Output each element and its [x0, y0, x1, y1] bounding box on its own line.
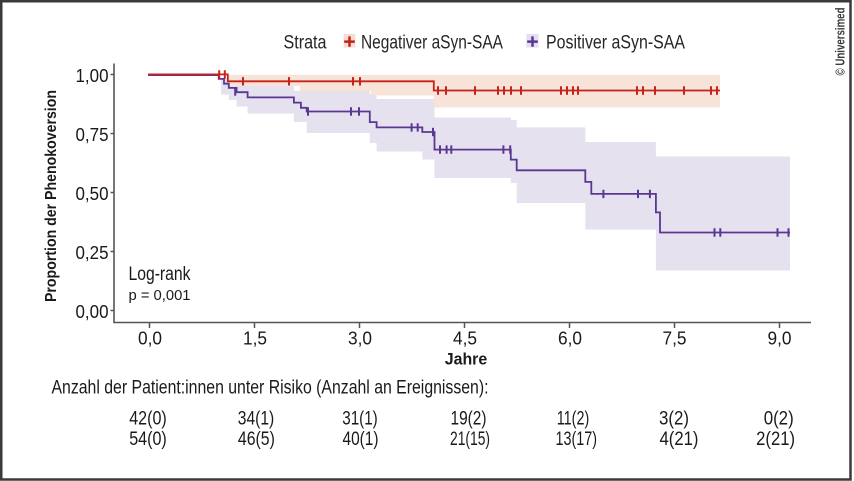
svg-text:31(1): 31(1) — [342, 408, 378, 430]
svg-text:0,50: 0,50 — [76, 183, 109, 204]
svg-text:Positiver aSyn-SAA: Positiver aSyn-SAA — [546, 33, 685, 54]
svg-text:1,00: 1,00 — [76, 65, 109, 86]
svg-text:0,75: 0,75 — [76, 124, 109, 145]
svg-text:Negativer aSyn-SAA: Negativer aSyn-SAA — [361, 33, 503, 54]
svg-text:42(0): 42(0) — [129, 408, 167, 430]
svg-text:3,0: 3,0 — [348, 328, 372, 349]
svg-text:0,0: 0,0 — [138, 328, 162, 349]
svg-text:0,00: 0,00 — [76, 301, 109, 322]
svg-text:Jahre: Jahre — [445, 350, 488, 369]
svg-text:Strata: Strata — [284, 33, 327, 54]
svg-text:7,5: 7,5 — [663, 328, 687, 349]
svg-text:1,5: 1,5 — [243, 328, 267, 349]
svg-text:Proportion der Phenokoversion: Proportion der Phenokoversion — [43, 90, 60, 302]
svg-text:19(2): 19(2) — [451, 408, 487, 430]
svg-text:11(2): 11(2) — [557, 408, 590, 430]
svg-text:3(2): 3(2) — [659, 408, 689, 430]
svg-text:13(17): 13(17) — [556, 428, 598, 450]
svg-text:2(21): 2(21) — [756, 428, 795, 450]
svg-text:21(15): 21(15) — [450, 428, 490, 450]
svg-text:6,0: 6,0 — [558, 328, 582, 349]
svg-text:46(5): 46(5) — [238, 428, 275, 450]
svg-text:Anzahl der Patient:innen unter: Anzahl der Patient:innen unter Risiko (A… — [52, 378, 489, 399]
svg-text:4(21): 4(21) — [660, 428, 699, 450]
svg-text:9,0: 9,0 — [768, 328, 792, 349]
svg-text:4,5: 4,5 — [453, 328, 477, 349]
svg-text:Log-rank: Log-rank — [129, 264, 191, 285]
svg-text:34(1): 34(1) — [238, 408, 275, 430]
svg-text:40(1): 40(1) — [343, 428, 379, 450]
svg-text:© Universimed: © Universimed — [833, 7, 848, 75]
svg-text:54(0): 54(0) — [129, 428, 167, 450]
svg-text:0,25: 0,25 — [76, 242, 109, 263]
svg-text:0(2): 0(2) — [764, 408, 794, 430]
svg-text:p = 0,001: p = 0,001 — [129, 288, 191, 304]
